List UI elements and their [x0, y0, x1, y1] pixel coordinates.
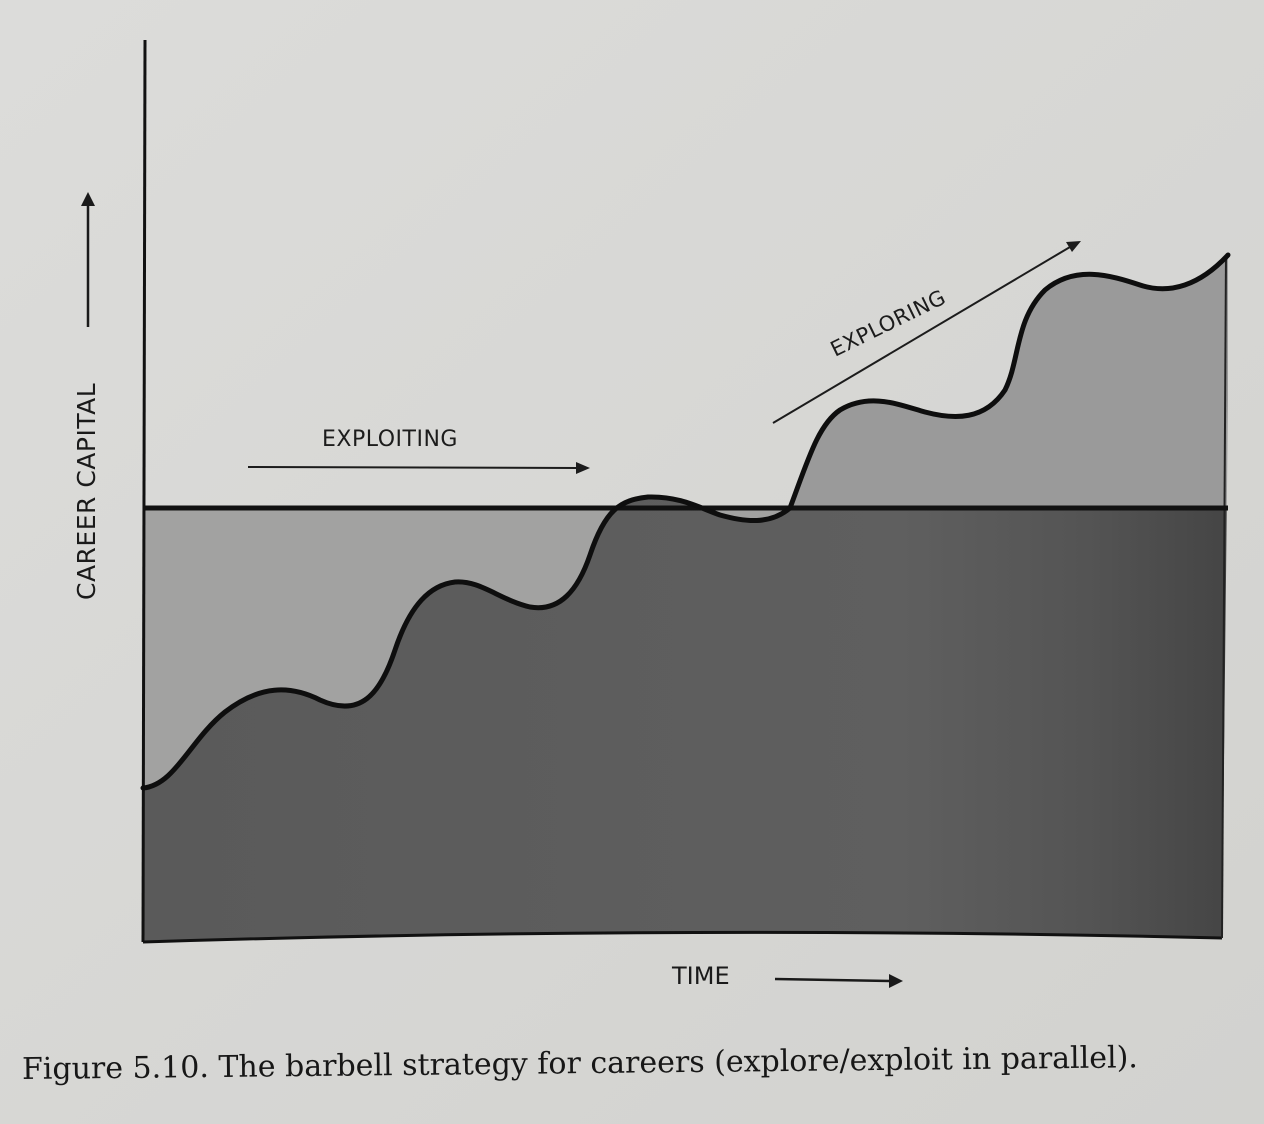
career-capital-curve [140, 252, 1231, 791]
x-axis-label: TIME [671, 962, 730, 990]
x-axis [142, 930, 1223, 944]
exploiting-arrow-icon [247, 462, 590, 474]
career-capital-area [143, 496, 1228, 942]
y-axis-label: CAREER CAPITAL [72, 383, 101, 600]
x-axis-arrow-icon [774, 974, 903, 988]
exploring-arrow-icon [772, 241, 1081, 424]
exploiting-label: EXPLOITING [322, 427, 458, 452]
y-axis [141, 39, 147, 943]
y-axis-arrow-icon [81, 192, 95, 327]
right-edge [1221, 254, 1227, 939]
